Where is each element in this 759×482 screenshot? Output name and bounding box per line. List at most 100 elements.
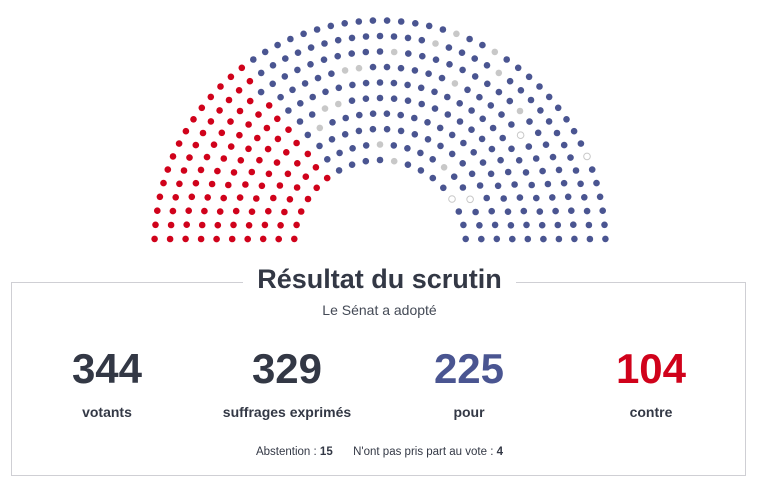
seat-contre	[248, 208, 256, 215]
seat-pour	[544, 180, 552, 188]
seat-contre	[323, 174, 331, 182]
seat-non-votant	[466, 195, 474, 204]
seat-pour	[405, 50, 412, 57]
seat-abstention	[390, 48, 398, 56]
seat-pour	[478, 135, 486, 143]
seat-pour	[362, 157, 370, 165]
seat-pour	[444, 111, 452, 118]
seat-pour	[459, 66, 466, 74]
seat-pour	[404, 145, 411, 152]
seat-pour	[583, 207, 591, 215]
seat-contre	[265, 207, 272, 215]
seat-contre	[172, 194, 179, 201]
seat-pour	[362, 95, 370, 102]
seat-abstention	[451, 80, 459, 87]
seat-pour	[322, 88, 329, 96]
seat-pour	[362, 142, 370, 149]
seat-pour	[568, 207, 575, 214]
seat-pour	[320, 56, 328, 63]
seat-pour	[460, 139, 467, 147]
seat-pour	[417, 84, 425, 92]
seat-contre	[261, 221, 269, 229]
seat-pour	[459, 160, 467, 167]
seat-pour	[397, 64, 405, 72]
seat-pour	[404, 97, 412, 104]
seat-pour	[479, 159, 487, 166]
seat-pour	[397, 111, 405, 119]
seat-pour	[468, 107, 475, 114]
seat-pour	[432, 56, 440, 63]
seat-abstention	[491, 48, 499, 56]
seat-pour	[517, 87, 525, 94]
seat-contre	[230, 169, 238, 176]
seat-pour	[488, 145, 496, 153]
seat-pour	[456, 118, 464, 125]
seat-contre	[227, 118, 234, 125]
stat-suffrages-exprimes: 329 suffrages exprimés	[192, 340, 382, 420]
stat-pour: 225 pour	[374, 340, 564, 420]
seat-pour	[417, 149, 424, 157]
seat-contre	[154, 207, 161, 214]
seat-contre	[230, 221, 237, 229]
seat-pour	[356, 111, 363, 119]
seat-pour	[411, 114, 418, 122]
seat-pour	[424, 119, 431, 126]
seat-contre	[293, 139, 300, 147]
seat-pour	[533, 194, 540, 202]
seat-pour	[596, 193, 604, 201]
seat-pour	[450, 173, 458, 180]
seat-contre	[214, 167, 221, 175]
seat-pour	[390, 95, 398, 102]
seat-contre	[281, 208, 288, 216]
seat-pour	[571, 235, 578, 243]
seat-pour	[503, 56, 511, 63]
seat-contre	[183, 221, 190, 228]
seat-pour	[459, 184, 467, 191]
vote-footer: Abstention : 15 N'ont pas pris part au v…	[0, 446, 759, 458]
seat-pour	[536, 83, 543, 90]
seat-pour	[348, 50, 356, 57]
seat-pour	[328, 136, 336, 143]
seat-pour	[277, 93, 284, 101]
seat-contre	[265, 102, 273, 109]
seat-pour	[369, 17, 377, 24]
seat-pour	[508, 121, 515, 128]
seat-contre	[217, 83, 224, 90]
seat-pour	[397, 127, 405, 135]
seat-pour	[390, 142, 398, 149]
seat-contre	[246, 97, 254, 105]
seat-pour	[524, 235, 532, 243]
seat-pour	[542, 141, 550, 148]
seat-contre	[210, 141, 218, 148]
seat-pour	[411, 67, 419, 74]
stat-pour-label: pour	[453, 404, 485, 420]
seat-pour	[349, 145, 356, 152]
seat-pour	[540, 235, 547, 243]
seat-pour	[376, 156, 384, 164]
seat-pour	[508, 145, 515, 153]
seat-contre	[169, 207, 177, 215]
seat-contre	[245, 222, 253, 229]
seat-pour	[507, 222, 515, 229]
seat-contre	[225, 181, 232, 189]
seat-pour	[554, 221, 562, 229]
seat-pour	[348, 161, 356, 168]
seat-pour	[497, 156, 504, 164]
seat-contre	[182, 235, 189, 243]
stat-contre-number: 104	[615, 345, 687, 392]
result-subtitle: Le Sénat a adopté	[322, 302, 437, 318]
seat-contre	[313, 184, 321, 192]
seat-contre	[169, 153, 177, 160]
seat-pour	[495, 88, 503, 96]
seat-contre	[312, 164, 320, 171]
seat-pour	[458, 49, 466, 56]
stat-votants-label: votants	[82, 404, 132, 420]
seat-pour	[300, 30, 307, 38]
seat-pour	[307, 44, 315, 51]
seat-contre	[236, 131, 243, 139]
seat-contre	[237, 157, 245, 164]
seat-contre	[304, 195, 312, 203]
seat-pour	[545, 118, 553, 125]
seat-pour	[321, 40, 328, 47]
seat-contre	[255, 111, 262, 118]
